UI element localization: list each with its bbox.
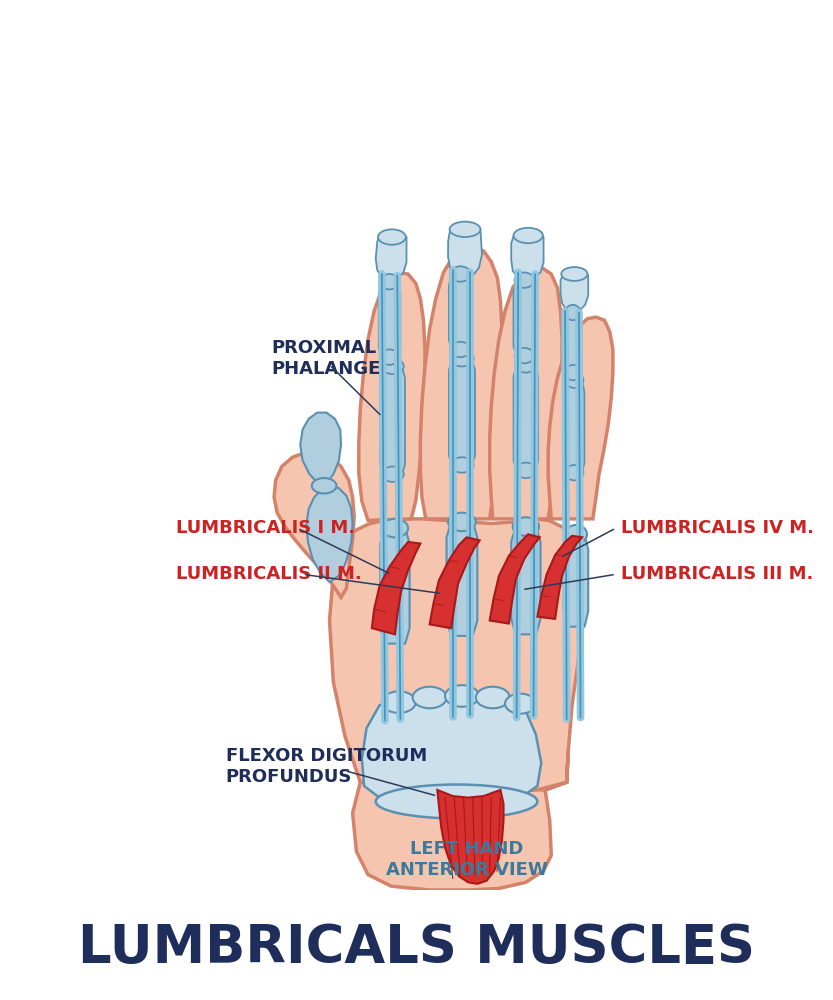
Polygon shape [330, 519, 584, 794]
Ellipse shape [512, 517, 539, 536]
Ellipse shape [380, 274, 399, 289]
Polygon shape [564, 376, 585, 477]
Polygon shape [564, 534, 588, 627]
Ellipse shape [515, 357, 537, 373]
Ellipse shape [450, 342, 471, 357]
Text: LUMBRICALIS I M.: LUMBRICALIS I M. [176, 519, 355, 537]
Ellipse shape [476, 687, 510, 708]
Ellipse shape [513, 228, 543, 243]
Polygon shape [372, 542, 421, 634]
Ellipse shape [382, 691, 416, 713]
Ellipse shape [515, 272, 534, 288]
Ellipse shape [450, 222, 481, 237]
Ellipse shape [382, 519, 408, 537]
Polygon shape [548, 317, 613, 519]
Ellipse shape [566, 465, 583, 480]
Ellipse shape [378, 229, 406, 245]
Text: LEFT HAND
ANTERIOR VIEW: LEFT HAND ANTERIOR VIEW [386, 840, 547, 879]
Polygon shape [376, 232, 407, 280]
Ellipse shape [565, 525, 587, 544]
Text: FLEXOR DIGITORUM
PROFUNDUS: FLEXOR DIGITORUM PROFUNDUS [226, 747, 426, 786]
Ellipse shape [505, 694, 536, 714]
Polygon shape [300, 413, 341, 486]
Polygon shape [381, 528, 410, 644]
Polygon shape [359, 272, 425, 520]
Polygon shape [381, 363, 405, 478]
Ellipse shape [376, 785, 537, 818]
Ellipse shape [412, 687, 446, 708]
Polygon shape [437, 790, 503, 884]
Ellipse shape [450, 266, 471, 282]
Ellipse shape [561, 267, 587, 281]
Ellipse shape [382, 359, 404, 374]
Polygon shape [561, 269, 588, 312]
Polygon shape [352, 751, 568, 890]
Polygon shape [513, 361, 538, 474]
Polygon shape [449, 270, 472, 353]
Text: LUMBRICALS MUSCLES: LUMBRICALS MUSCLES [77, 922, 755, 974]
Ellipse shape [450, 351, 474, 366]
Polygon shape [490, 268, 562, 519]
Polygon shape [537, 536, 582, 619]
Ellipse shape [380, 349, 399, 365]
Text: LUMBRICALIS IV M.: LUMBRICALIS IV M. [621, 519, 814, 537]
Polygon shape [511, 230, 544, 280]
Ellipse shape [312, 478, 337, 493]
Polygon shape [274, 453, 354, 597]
Ellipse shape [515, 348, 534, 363]
Ellipse shape [450, 457, 474, 473]
Polygon shape [564, 309, 581, 376]
Ellipse shape [448, 513, 476, 531]
Polygon shape [490, 534, 540, 624]
Ellipse shape [566, 373, 583, 388]
Polygon shape [430, 537, 480, 628]
Polygon shape [307, 487, 352, 582]
Polygon shape [362, 696, 541, 804]
Text: LUMBRICALIS III M.: LUMBRICALIS III M. [621, 565, 813, 583]
Polygon shape [421, 248, 502, 519]
Ellipse shape [515, 463, 537, 478]
Text: LUMBRICALIS II M.: LUMBRICALIS II M. [176, 565, 362, 583]
Polygon shape [513, 276, 535, 359]
Polygon shape [446, 522, 477, 636]
Ellipse shape [445, 685, 479, 707]
Ellipse shape [566, 305, 581, 320]
Polygon shape [448, 224, 482, 279]
Ellipse shape [382, 466, 404, 482]
Text: PROXIMAL
PHALANGE: PROXIMAL PHALANGE [272, 339, 382, 378]
Polygon shape [379, 278, 401, 361]
Polygon shape [511, 527, 541, 634]
Ellipse shape [566, 365, 581, 380]
Polygon shape [449, 355, 475, 469]
